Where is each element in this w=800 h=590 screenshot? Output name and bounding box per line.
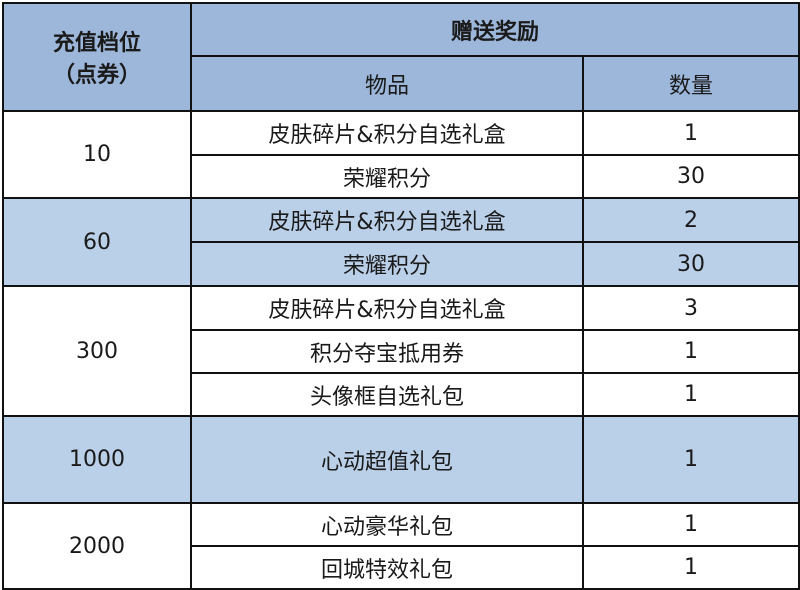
tier-header-line2: （点券） <box>52 63 141 88</box>
reward-item-cell: 心动超值礼包 <box>190 415 584 504</box>
reward-item-cell: 回城特效礼包 <box>190 545 584 590</box>
tier-amount-cell: 10 <box>2 110 192 199</box>
reward-item-cell: 皮肤碎片&积分自选礼盒 <box>190 197 584 243</box>
reward-qty-cell: 1 <box>581 415 800 504</box>
table-row: 300 皮肤碎片&积分自选礼盒 3 <box>2 285 800 417</box>
table-row: 荣耀积分 30 <box>3 241 800 287</box>
tier-header-line1: 充值档位 <box>52 31 141 56</box>
reward-qty-cell: 1 <box>581 329 800 374</box>
tier-column-header: 充值档位 （点券） <box>2 2 192 112</box>
reward-group-header: 赠送奖励 <box>189 2 800 57</box>
table-row: 头像框自选礼包 1 <box>3 372 800 417</box>
reward-qty-cell: 2 <box>581 197 800 243</box>
reward-item-cell: 皮肤碎片&积分自选礼盒 <box>190 110 584 156</box>
reward-item-cell: 荣耀积分 <box>190 241 584 287</box>
tier-amount-cell: 2000 <box>2 502 192 590</box>
reward-qty-cell: 3 <box>581 285 800 331</box>
tier-amount-cell: 1000 <box>2 415 192 504</box>
tier-amount-cell: 60 <box>2 197 192 287</box>
table-row: 2000 心动豪华礼包 1 <box>2 502 800 590</box>
reward-qty-cell: 1 <box>581 372 800 417</box>
table-row: 1000 心动超值礼包 1 <box>2 415 800 504</box>
table-row: 10 皮肤碎片&积分自选礼盒 1 <box>2 110 800 199</box>
reward-qty-cell: 1 <box>581 502 800 547</box>
reward-item-cell: 心动豪华礼包 <box>190 502 584 547</box>
reward-qty-cell: 30 <box>581 241 800 287</box>
reward-item-cell: 皮肤碎片&积分自选礼盒 <box>190 285 584 331</box>
table-row: 60 皮肤碎片&积分自选礼盒 2 <box>2 197 800 287</box>
reward-item-cell: 积分夺宝抵用券 <box>190 329 584 374</box>
reward-item-cell: 头像框自选礼包 <box>190 372 584 417</box>
table-row: 回城特效礼包 1 <box>3 545 800 590</box>
qty-column-header: 数量 <box>581 55 800 112</box>
table-row: 积分夺宝抵用券 1 <box>3 329 800 374</box>
reward-item-cell: 荣耀积分 <box>190 154 584 199</box>
reward-qty-cell: 1 <box>581 110 800 156</box>
reward-qty-cell: 1 <box>581 545 800 590</box>
table-row: 荣耀积分 30 <box>3 154 800 199</box>
tier-amount-cell: 300 <box>2 285 192 417</box>
reward-qty-cell: 30 <box>581 154 800 199</box>
item-column-header: 物品 <box>190 55 584 112</box>
